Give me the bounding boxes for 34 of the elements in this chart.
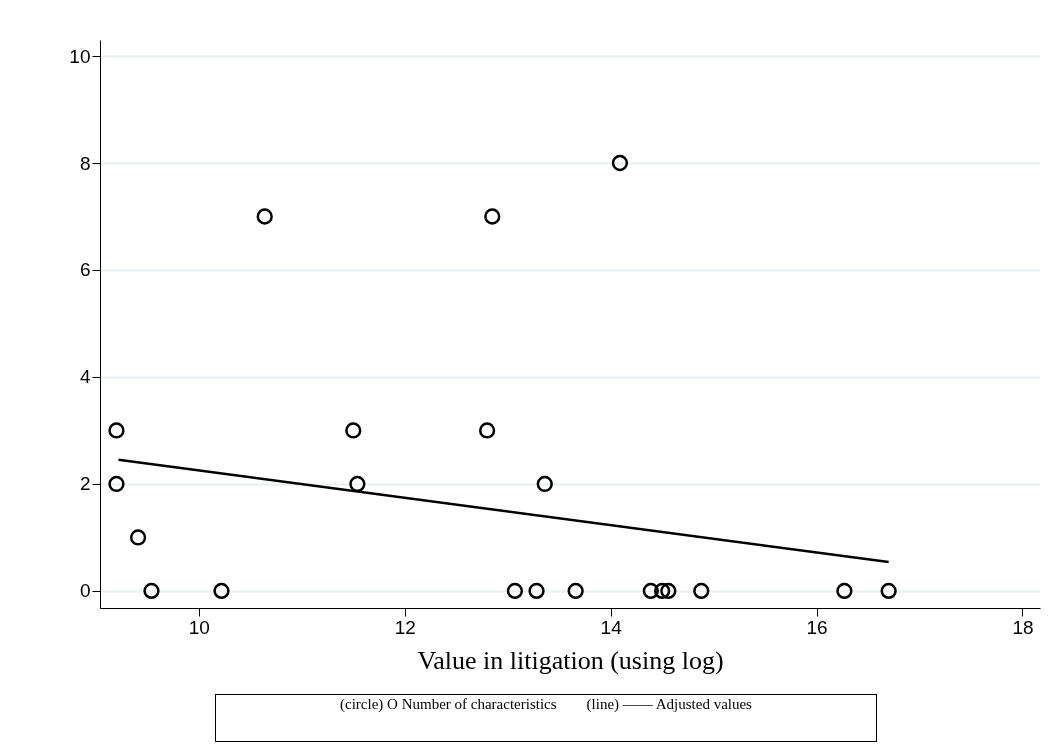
point <box>256 208 273 225</box>
point <box>213 582 230 600</box>
point <box>143 582 160 600</box>
x-axis-title: Value in litigation (using log) <box>417 645 724 675</box>
point <box>478 422 496 439</box>
x-tick-label: 14 <box>600 616 623 638</box>
x-tick-label: 12 <box>394 616 416 638</box>
point <box>836 582 853 600</box>
point <box>129 529 147 546</box>
y-tick-label: 8 <box>79 152 91 174</box>
y-tick-label: 2 <box>79 473 91 495</box>
point <box>693 582 710 600</box>
point <box>611 154 629 172</box>
point <box>642 582 659 600</box>
x-tick-label: 10 <box>188 616 210 638</box>
point <box>654 582 671 600</box>
point <box>506 582 524 600</box>
point <box>349 475 366 493</box>
point <box>484 208 501 225</box>
y-tick-label: 10 <box>69 45 91 67</box>
y-tick-label: 0 <box>79 580 91 602</box>
point <box>108 422 125 439</box>
text: (circle) O Number of characteristics (line) —— Adjusted values <box>215 694 877 742</box>
point <box>108 475 125 493</box>
x-tick-label: 18 <box>1012 616 1034 638</box>
y-tick-label: 6 <box>79 259 91 281</box>
point <box>567 582 584 600</box>
x-tick-label: 16 <box>806 616 828 638</box>
point <box>660 582 677 600</box>
point <box>536 475 553 493</box>
point <box>528 582 545 600</box>
point <box>880 582 897 600</box>
point <box>345 422 362 439</box>
y-tick-label: 4 <box>79 366 91 388</box>
